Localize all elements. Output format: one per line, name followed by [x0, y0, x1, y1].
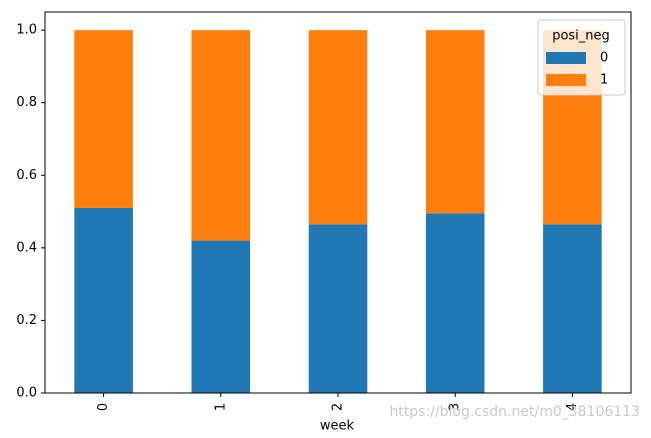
bar-segment — [308, 30, 368, 225]
y-tick-label: 1.0 — [16, 23, 37, 38]
legend-swatch — [546, 52, 586, 64]
plot-frame — [44, 11, 632, 394]
legend-swatch — [546, 74, 586, 86]
bar-segment — [425, 213, 485, 393]
legend-label: 0 — [600, 51, 608, 66]
bar-segment — [191, 30, 251, 241]
bar-segment — [425, 30, 485, 214]
x-tick-label: 0 — [96, 403, 111, 411]
bar-segment — [74, 207, 133, 393]
legend-label: 1 — [600, 73, 608, 88]
x-tick-label: 2 — [331, 403, 346, 411]
y-tick-label: 0.4 — [16, 240, 37, 255]
bar-segment — [191, 240, 251, 393]
x-tick-label: 3 — [448, 403, 463, 411]
x-axis-label: week — [320, 419, 355, 434]
x-tick-label: 1 — [213, 403, 228, 411]
x-tick-label: 4 — [565, 403, 580, 411]
bar-segment — [543, 224, 602, 393]
y-tick-label: 0.6 — [16, 168, 37, 183]
watermark: https://blog.csdn.net/m0_38106113 — [389, 404, 640, 420]
y-tick-label: 0.8 — [16, 95, 37, 110]
bar-segment — [74, 30, 133, 208]
bar-segment — [308, 224, 368, 393]
y-tick-label: 0.2 — [16, 313, 37, 328]
legend-title: posi_neg — [552, 29, 610, 44]
y-tick-label: 0.0 — [16, 386, 37, 401]
